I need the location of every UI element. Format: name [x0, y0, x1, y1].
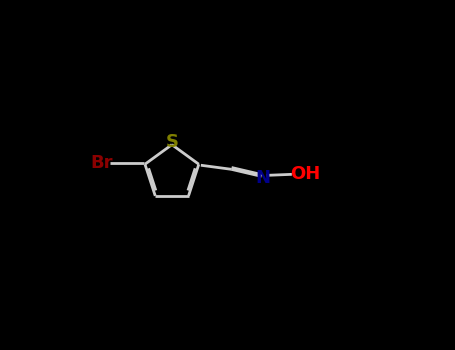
Text: OH: OH [290, 165, 320, 183]
Text: N: N [255, 169, 270, 187]
Text: S: S [165, 133, 178, 150]
Text: Br: Br [90, 154, 113, 172]
